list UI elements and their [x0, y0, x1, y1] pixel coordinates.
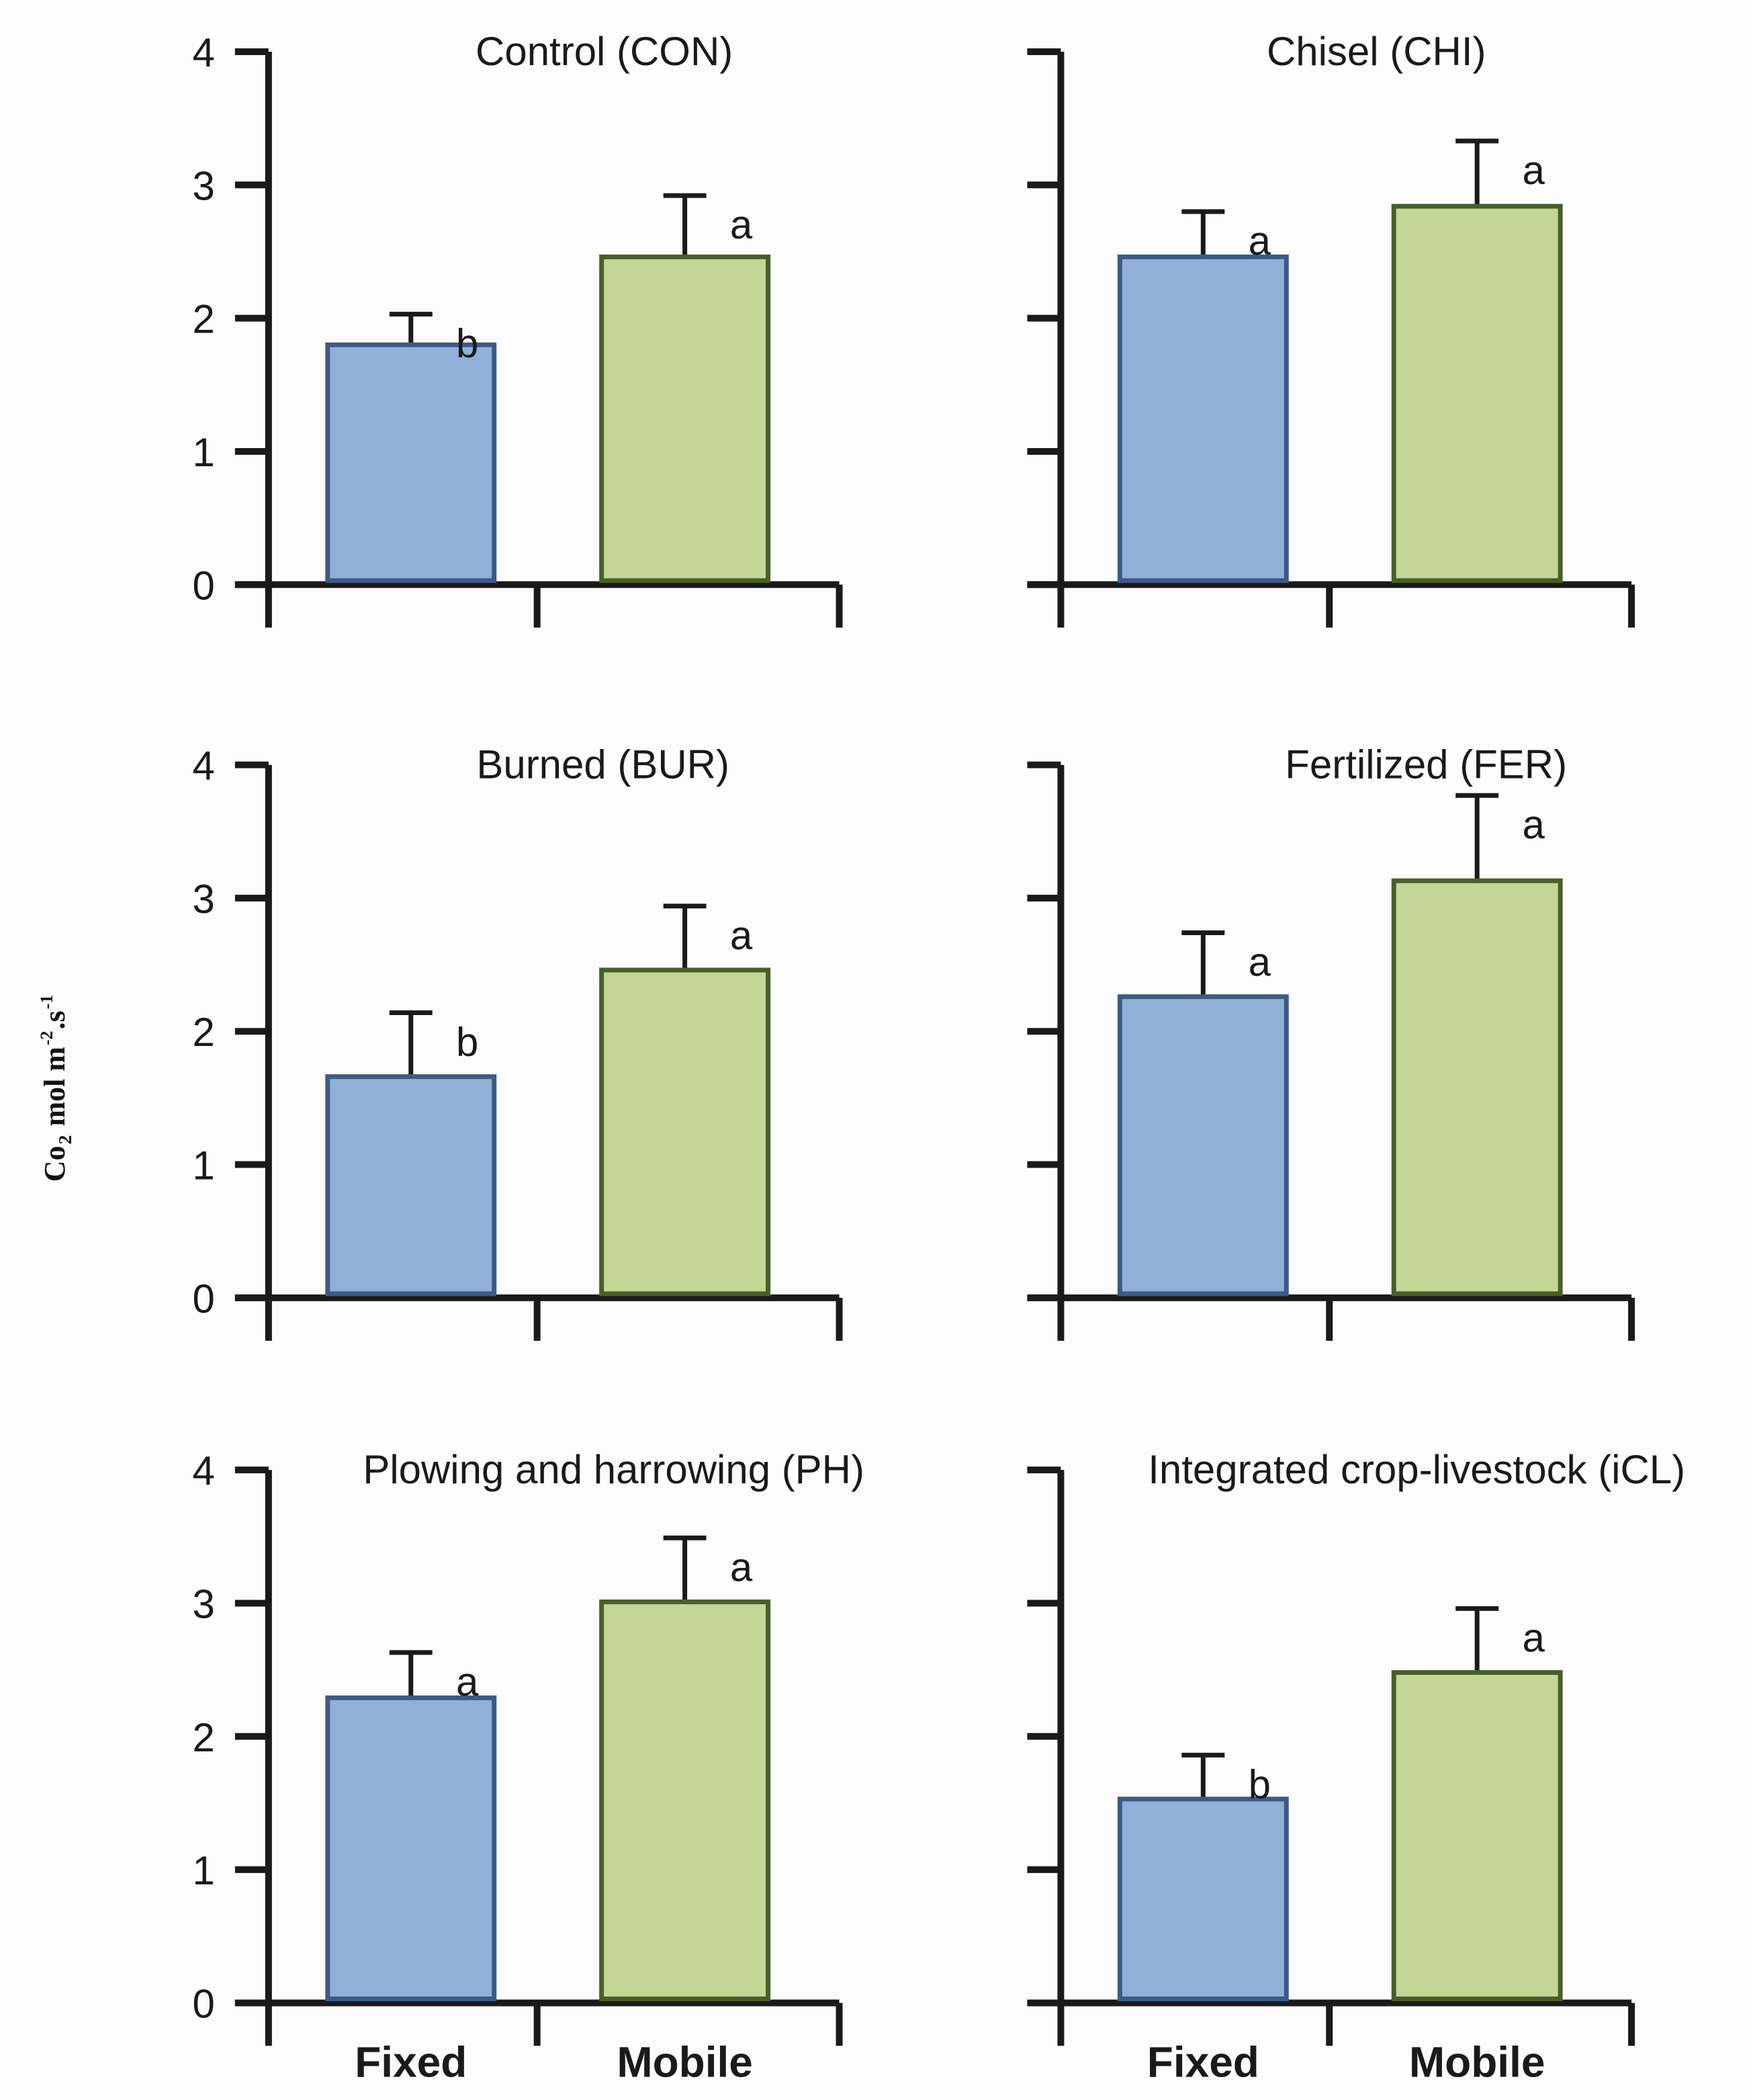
significance-letter: b — [1249, 1762, 1271, 1807]
x-tick-label: Mobile — [617, 2038, 753, 2086]
significance-letter: b — [456, 321, 478, 366]
panel-title: Integrated crop-livestock (iCL) — [1148, 1447, 1685, 1492]
y-tick-label: 3 — [193, 163, 215, 208]
y-tick-label: 4 — [193, 1448, 215, 1493]
bar-mobile — [599, 1600, 771, 2001]
y-tick-label: 2 — [193, 1010, 215, 1055]
significance-letter: b — [456, 1019, 478, 1064]
x-tick-label: Fixed — [1147, 2038, 1259, 2086]
bar-fixed — [325, 1695, 497, 2001]
panel-title: Control (CON) — [476, 29, 733, 74]
y-tick-label: 1 — [193, 1848, 215, 1893]
bar-fixed — [325, 342, 497, 583]
significance-letter: a — [730, 202, 753, 247]
panel-title: Plowing and harrowing (PH) — [363, 1447, 864, 1492]
y-tick-label: 3 — [193, 1581, 215, 1626]
y-tick-label: 4 — [193, 744, 215, 789]
significance-letter: a — [730, 1544, 753, 1589]
bar-mobile — [1391, 1670, 1563, 2001]
bar-fixed — [1117, 254, 1289, 583]
bar-mobile — [599, 967, 771, 1297]
y-tick-label: 0 — [193, 1981, 215, 2026]
y-tick-label: 2 — [193, 297, 215, 342]
significance-letter: a — [730, 913, 753, 958]
significance-letter: a — [1522, 1615, 1545, 1660]
y-tick-label: 3 — [193, 877, 215, 922]
significance-letter: a — [1522, 148, 1545, 193]
y-axis-label: Co2 mol m-2.s-1 — [37, 995, 76, 1182]
y-tick-label: 1 — [193, 430, 215, 475]
y-tick-label: 4 — [193, 30, 215, 75]
y-tick-label: 0 — [193, 563, 215, 608]
panel-title: Chisel (CHI) — [1267, 29, 1486, 74]
y-tick-label: 1 — [193, 1143, 215, 1188]
bar-mobile — [599, 254, 771, 583]
x-tick-label: Fixed — [355, 2038, 467, 2086]
bar-fixed — [1117, 994, 1289, 1297]
bar-mobile — [1391, 204, 1563, 583]
significance-letter: a — [1522, 802, 1545, 847]
significance-letter: a — [1249, 939, 1271, 984]
x-tick-label: Mobile — [1409, 2038, 1545, 2086]
bar-fixed — [1117, 1796, 1289, 2001]
significance-letter: a — [1249, 218, 1271, 263]
bar-fixed — [325, 1074, 497, 1297]
panel-title: Fertilized (FER) — [1285, 742, 1567, 787]
y-tick-label: 2 — [193, 1715, 215, 1760]
significance-letter: a — [456, 1659, 479, 1704]
y-tick-label: 0 — [193, 1276, 215, 1321]
panel-title: Burned (BUR) — [476, 742, 729, 787]
bar-mobile — [1391, 878, 1563, 1297]
